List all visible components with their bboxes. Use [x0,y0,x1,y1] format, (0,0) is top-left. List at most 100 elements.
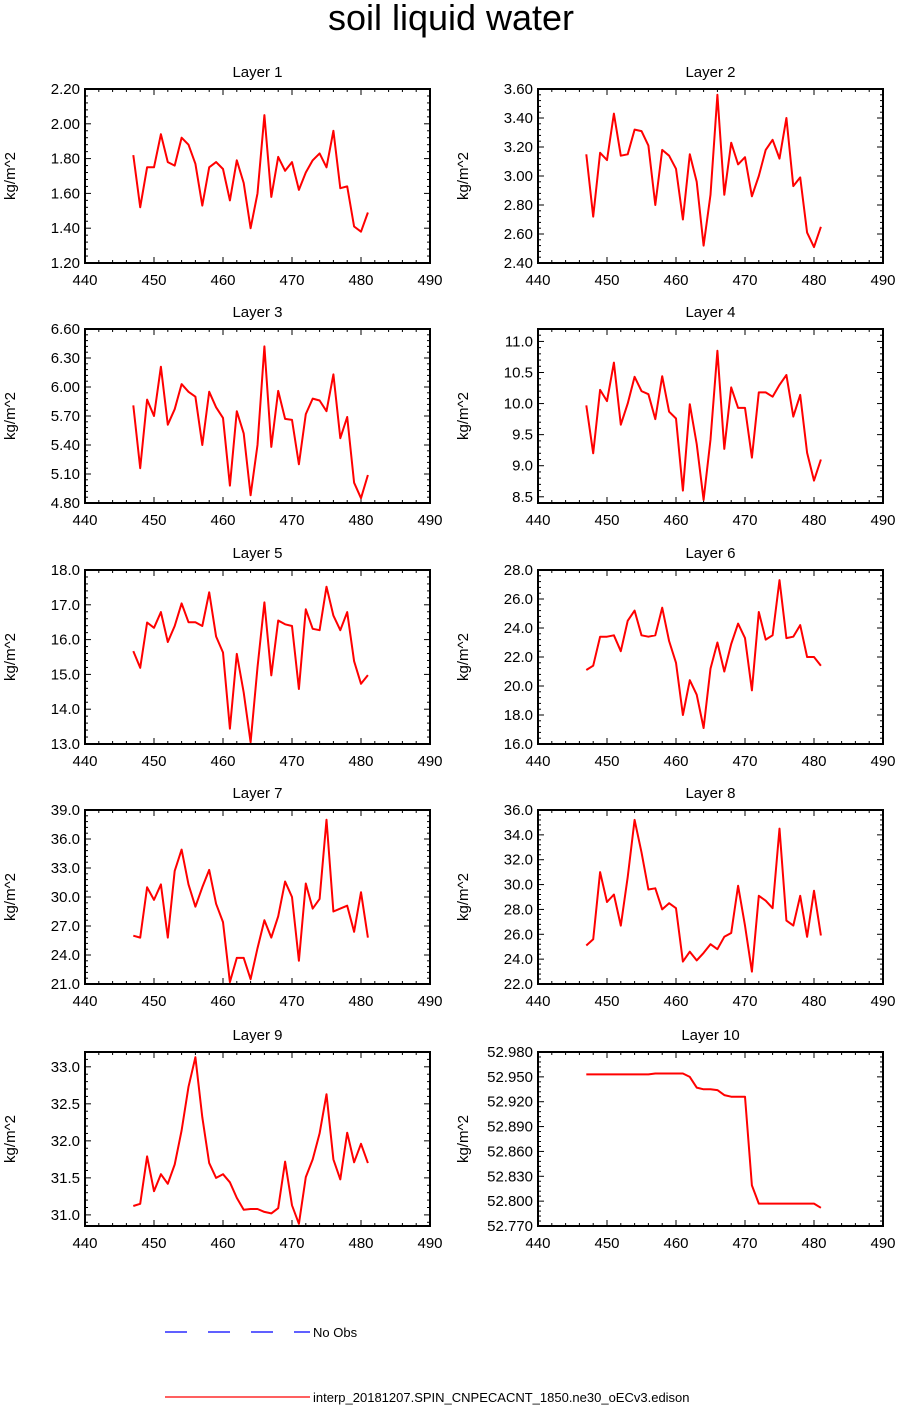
x-tick-label: 440 [525,993,550,1010]
x-tick-label: 450 [141,272,166,289]
x-tick-label: 470 [279,272,304,289]
legend-label-model-run: interp_20181207.SPIN_CNPECACNT_1850.ne30… [313,1390,690,1405]
plot-frame [537,88,884,264]
panel-title: Layer 4 [685,304,735,321]
y-axis-label: kg/m^2 [2,152,19,200]
chart-panel: Layer 8 kg/m^2 440 450 460 470 480 490 22.0 24.0 2… [455,785,896,1010]
plot-frame [84,809,431,985]
x-tick-label: 490 [870,993,895,1010]
x-tick-label: 460 [663,272,688,289]
series-line [132,585,369,744]
y-tick-label: 21.0 [51,976,80,993]
x-tick-label: 480 [348,512,373,529]
y-tick-label: 8.5 [512,489,533,506]
y-tick-label: 5.70 [51,408,80,425]
x-tick-label: 480 [801,512,826,529]
x-tick-label: 470 [732,1235,757,1252]
chart-panel: Layer 3 kg/m^2 440 450 460 470 480 490 4.80 5.10 5… [2,304,443,529]
x-tick-label: 470 [732,993,757,1010]
plot-frame [84,1051,431,1227]
x-tick-label: 440 [72,993,97,1010]
chart-panel: Layer 10 kg/m^2 440 450 460 470 480 490 52.770 52… [455,1027,896,1252]
y-tick-label: 11.0 [505,333,533,350]
chart-panel: Layer 6 kg/m^2 440 450 460 470 480 490 16.0 18.0 2… [455,545,896,770]
x-tick-label: 450 [141,512,166,529]
plot-frame [537,569,884,745]
y-tick-label: 22.0 [504,649,533,666]
series-line [585,579,822,729]
x-tick-label: 440 [72,1235,97,1252]
y-tick-label: 24.0 [504,620,533,637]
x-tick-label: 490 [417,1235,442,1252]
series-line [133,818,369,984]
x-tick-label: 440 [72,512,97,529]
x-tick-label: 490 [417,993,442,1010]
y-axis-label: kg/m^2 [2,392,19,440]
plot-frame [537,328,884,504]
x-tick-label: 470 [732,272,757,289]
x-tick-label: 470 [732,512,757,529]
legend-label-no-obs: No Obs [313,1325,358,1340]
x-tick-label: 480 [348,993,373,1010]
x-tick-label: 490 [870,512,895,529]
y-tick-label: 1.60 [51,185,80,202]
y-tick-label: 52.950 [487,1069,533,1086]
y-tick-label: 20.0 [504,678,533,695]
panel-title: Layer 1 [232,64,282,81]
y-axis-label: kg/m^2 [455,392,472,440]
x-tick-label: 460 [210,993,235,1010]
x-tick-label: 450 [594,272,619,289]
x-tick-label: 490 [417,272,442,289]
x-tick-label: 490 [417,753,442,770]
y-tick-label: 52.830 [487,1168,533,1185]
y-tick-label: 28.0 [504,562,533,579]
x-tick-label: 470 [279,1235,304,1252]
y-tick-label: 14.0 [51,701,80,718]
panel-title: Layer 2 [685,64,735,81]
plot-frame [537,809,884,985]
chart-panel: Layer 5 kg/m^2 440 450 460 470 480 490 13.0 14.0 1… [2,545,443,770]
panels: Layer 1 kg/m^2 440 450 460 470 480 490 1.20 1.40 1… [2,64,896,1252]
y-axis-label: kg/m^2 [455,633,472,681]
series-line [132,114,369,233]
x-tick-label: 490 [417,512,442,529]
y-axis-label: kg/m^2 [2,1115,19,1163]
legend-item-no-obs: No Obs [165,1325,358,1340]
x-tick-label: 480 [801,993,826,1010]
y-tick-label: 31.0 [51,1207,80,1224]
x-tick-label: 440 [525,272,550,289]
y-tick-label: 1.80 [51,151,80,168]
y-axis-label: kg/m^2 [455,152,472,200]
y-tick-label: 2.80 [504,197,533,214]
x-tick-label: 480 [801,753,826,770]
x-tick-label: 440 [72,753,97,770]
x-tick-label: 450 [594,512,619,529]
panel-title: Layer 8 [685,785,735,802]
y-tick-label: 28.0 [504,901,533,918]
x-tick-label: 460 [663,512,688,529]
x-tick-label: 440 [525,753,550,770]
y-tick-label: 6.60 [51,321,80,338]
legend-item-model-run: interp_20181207.SPIN_CNPECACNT_1850.ne30… [165,1390,690,1405]
x-tick-label: 470 [279,512,304,529]
panel-title: Layer 10 [681,1027,739,1044]
y-axis-label: kg/m^2 [455,1115,472,1163]
x-tick-label: 480 [348,1235,373,1252]
y-tick-label: 10.5 [504,365,533,382]
y-tick-label: 3.60 [504,81,533,98]
y-tick-label: 39.0 [51,802,80,819]
plot-frame [84,569,431,745]
chart-panel: Layer 9 kg/m^2 440 450 460 470 480 490 31.0 31.5 3… [2,1027,443,1252]
series-line [585,349,822,501]
x-tick-label: 480 [801,1235,826,1252]
y-tick-label: 2.60 [504,226,533,243]
y-axis-label: kg/m^2 [455,873,472,921]
y-tick-label: 3.40 [504,110,533,127]
y-axis-label: kg/m^2 [2,633,19,681]
y-tick-label: 33.0 [51,1059,80,1076]
y-tick-label: 2.20 [51,81,80,98]
x-tick-label: 440 [72,272,97,289]
y-tick-label: 52.770 [487,1218,533,1235]
chart-panel: Layer 4 kg/m^2 440 450 460 470 480 490 8.5 9.0 9.5… [455,304,896,529]
